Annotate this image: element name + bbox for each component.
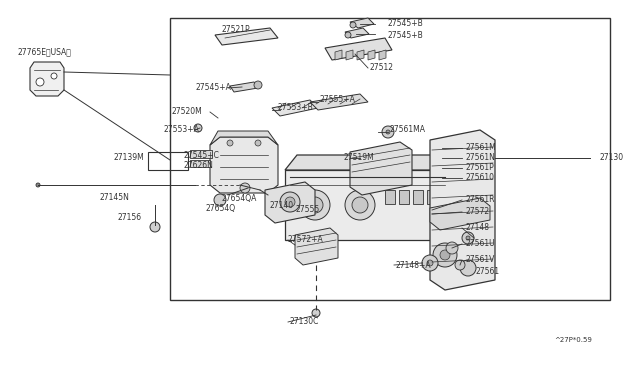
Circle shape (466, 236, 470, 240)
Text: 27654Q: 27654Q (205, 203, 235, 212)
Circle shape (240, 183, 250, 193)
Circle shape (214, 194, 226, 206)
Polygon shape (285, 170, 450, 240)
Bar (190, 150, 212, 158)
Text: 27555: 27555 (295, 205, 319, 215)
Polygon shape (295, 228, 338, 265)
Text: 27545+B: 27545+B (388, 32, 424, 41)
Text: 27521P: 27521P (222, 26, 251, 35)
Text: 27572+A: 27572+A (288, 235, 324, 244)
Circle shape (285, 197, 295, 207)
Circle shape (51, 73, 57, 79)
Text: 27561V: 27561V (466, 256, 495, 264)
Text: 27148+A: 27148+A (396, 260, 431, 269)
Polygon shape (30, 62, 64, 96)
Polygon shape (230, 82, 258, 92)
Circle shape (254, 81, 262, 89)
Polygon shape (346, 50, 353, 60)
Polygon shape (285, 155, 462, 170)
Polygon shape (310, 94, 368, 110)
Text: 27130: 27130 (600, 154, 624, 163)
Circle shape (352, 197, 368, 213)
Text: 27545+C: 27545+C (183, 151, 219, 160)
Text: 27145N: 27145N (100, 193, 130, 202)
Circle shape (194, 124, 202, 132)
Text: 27520M: 27520M (172, 108, 203, 116)
Text: 27130C: 27130C (290, 317, 319, 327)
Circle shape (255, 140, 261, 146)
Circle shape (440, 250, 450, 260)
Text: 27561N: 27561N (466, 154, 496, 163)
Polygon shape (345, 28, 369, 38)
Circle shape (227, 140, 233, 146)
Circle shape (280, 192, 300, 212)
Circle shape (312, 309, 320, 317)
Text: 27654QA: 27654QA (222, 193, 257, 202)
Circle shape (422, 255, 438, 271)
Polygon shape (450, 155, 462, 240)
Circle shape (150, 222, 160, 232)
Bar (427, 190, 437, 204)
Bar (148, 152, 188, 170)
Text: 27545+B: 27545+B (388, 19, 424, 29)
Polygon shape (357, 50, 364, 60)
Polygon shape (215, 28, 278, 45)
Text: 27626N: 27626N (183, 160, 213, 170)
Text: ^27P*0.59: ^27P*0.59 (554, 337, 592, 343)
Text: 27140: 27140 (270, 201, 294, 209)
Text: 27561R: 27561R (466, 196, 495, 205)
Text: 27148: 27148 (466, 224, 490, 232)
Circle shape (427, 260, 433, 266)
Text: 27555+A: 27555+A (320, 96, 356, 105)
Text: 27512: 27512 (370, 64, 394, 73)
Text: 27156: 27156 (118, 214, 142, 222)
Bar (399, 190, 409, 204)
Circle shape (350, 22, 356, 28)
Circle shape (455, 260, 465, 270)
Polygon shape (350, 142, 412, 195)
Text: 27519M: 27519M (344, 154, 375, 163)
Bar (170, 18, 610, 300)
Polygon shape (210, 137, 278, 193)
Polygon shape (368, 50, 375, 60)
Polygon shape (272, 100, 318, 116)
Circle shape (345, 32, 351, 38)
Polygon shape (350, 18, 374, 28)
Circle shape (446, 242, 458, 254)
Circle shape (460, 260, 476, 276)
Text: 27561U: 27561U (466, 240, 495, 248)
Text: 27561MA: 27561MA (390, 125, 426, 135)
Text: 27561: 27561 (476, 267, 500, 276)
Text: 27572: 27572 (466, 208, 490, 217)
Bar (190, 160, 210, 167)
Bar (385, 190, 395, 204)
Bar (413, 190, 423, 204)
Polygon shape (325, 38, 392, 60)
Circle shape (462, 232, 474, 244)
Polygon shape (265, 182, 315, 223)
Text: 275610: 275610 (466, 173, 495, 183)
Circle shape (382, 126, 394, 138)
Text: 27561M: 27561M (466, 144, 497, 153)
Circle shape (36, 78, 44, 86)
Text: 27553+A: 27553+A (163, 125, 199, 135)
Text: 27765E〈USA〉: 27765E〈USA〉 (18, 48, 72, 57)
Text: 27545+A: 27545+A (196, 83, 232, 93)
Circle shape (386, 130, 390, 134)
Circle shape (345, 190, 375, 220)
Circle shape (36, 183, 40, 187)
Circle shape (433, 243, 457, 267)
Text: 27561P: 27561P (466, 164, 495, 173)
Polygon shape (335, 50, 342, 60)
Circle shape (307, 197, 323, 213)
Text: 27139M: 27139M (113, 154, 144, 163)
Polygon shape (379, 50, 386, 60)
Polygon shape (430, 198, 490, 230)
Polygon shape (430, 130, 495, 290)
Text: 27553+B: 27553+B (278, 103, 314, 112)
Circle shape (300, 190, 330, 220)
Polygon shape (210, 131, 278, 145)
